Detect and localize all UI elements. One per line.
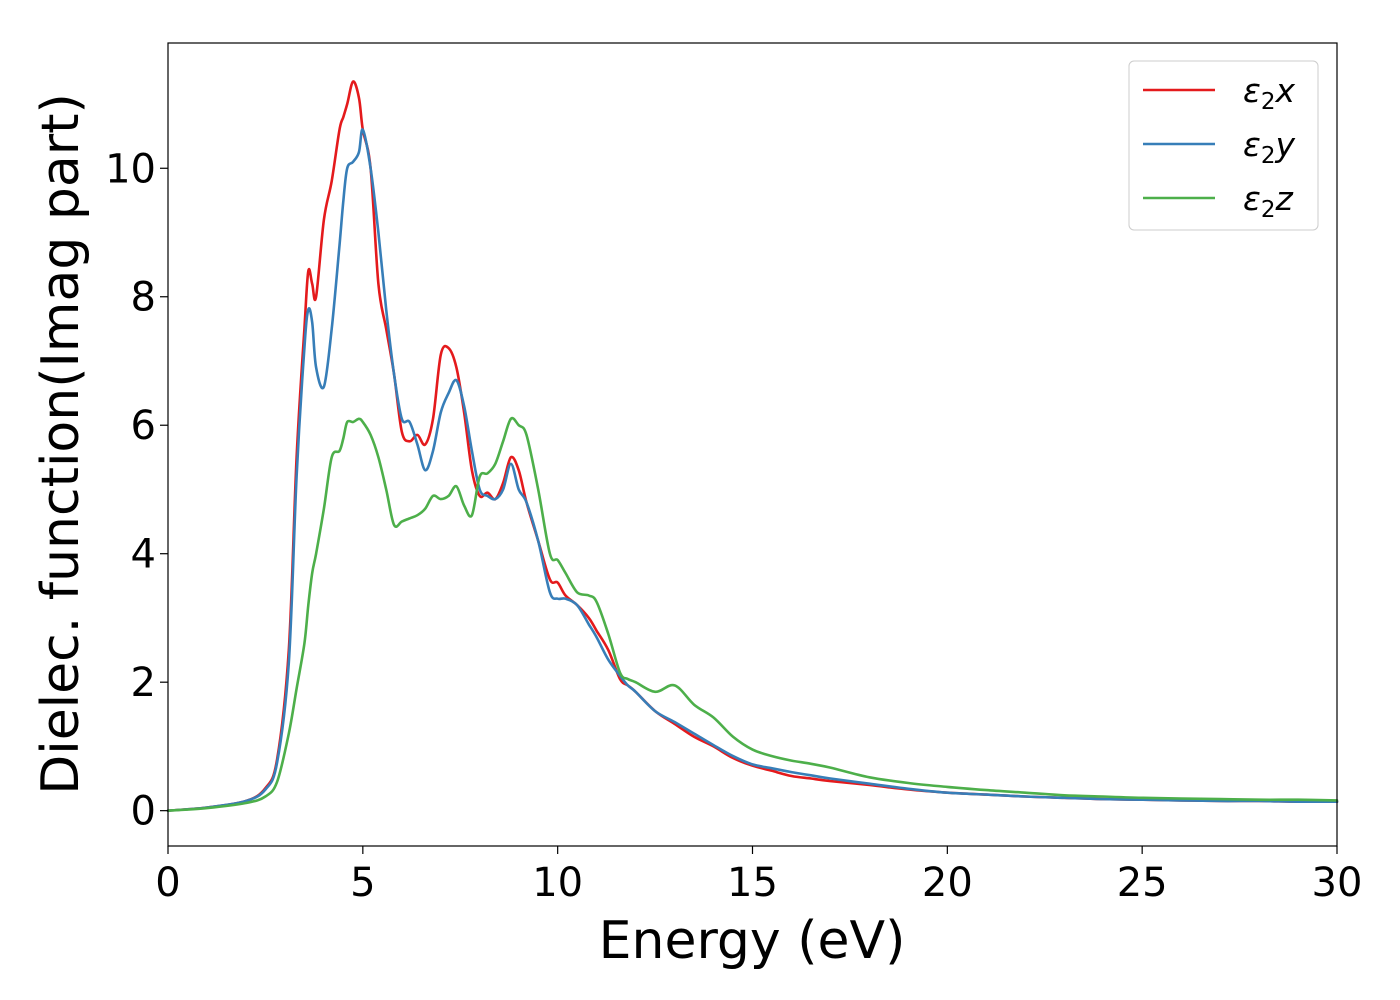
y-tick-label: 6 (131, 403, 156, 449)
x-tick-label: 30 (1312, 860, 1363, 906)
x-tick-label: 25 (1117, 860, 1168, 906)
legend-box (1128, 60, 1319, 231)
x-axis-label: Energy (eV) (599, 911, 906, 971)
legend: ε2x ε2y ε2z (1128, 60, 1319, 231)
y-tick-label: 2 (131, 660, 156, 706)
y-tick-label: 10 (105, 146, 156, 192)
series-line-x (166, 80, 1339, 812)
series-line-z (166, 416, 1339, 812)
legend-label-z: ε2z (1243, 179, 1293, 223)
series-layer (166, 80, 1339, 812)
x-axis: 0 5 10 15 20 25 30 (155, 846, 1362, 906)
y-axis: 0 2 4 6 8 10 (105, 146, 168, 835)
y-axis-label: Dielec. function(Imag part) (31, 93, 91, 795)
series-line-y (166, 128, 1339, 812)
x-tick-label: 20 (922, 860, 973, 906)
legend-label-x: ε2x (1243, 71, 1295, 115)
y-tick-label: 8 (131, 275, 156, 321)
legend-label-y: ε2y (1243, 125, 1295, 169)
x-tick-label: 15 (727, 860, 778, 906)
x-tick-label: 5 (350, 860, 375, 906)
y-tick-label: 4 (131, 532, 156, 578)
x-tick-label: 0 (155, 860, 180, 906)
y-tick-label: 0 (131, 789, 156, 835)
x-tick-label: 10 (532, 860, 583, 906)
